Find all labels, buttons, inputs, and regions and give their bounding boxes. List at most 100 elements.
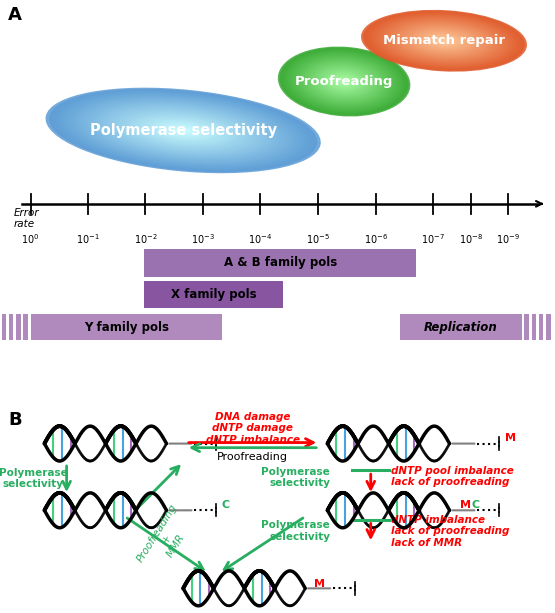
Text: $10^{0}$: $10^{0}$	[21, 232, 40, 246]
Ellipse shape	[307, 63, 381, 101]
Ellipse shape	[317, 67, 371, 96]
Ellipse shape	[73, 96, 293, 165]
Bar	[23, 314, 28, 340]
Ellipse shape	[299, 58, 389, 105]
Ellipse shape	[369, 13, 519, 69]
Text: C: C	[472, 500, 480, 510]
Bar	[16, 314, 21, 340]
Ellipse shape	[334, 76, 354, 87]
Ellipse shape	[332, 75, 356, 88]
Ellipse shape	[311, 64, 377, 99]
Ellipse shape	[400, 25, 488, 57]
Ellipse shape	[59, 92, 307, 169]
Ellipse shape	[77, 97, 290, 164]
Ellipse shape	[367, 12, 521, 69]
Ellipse shape	[327, 73, 361, 90]
Ellipse shape	[285, 50, 403, 113]
Text: Polymerase
selectivity: Polymerase selectivity	[261, 466, 330, 489]
Ellipse shape	[411, 28, 477, 53]
Text: M: M	[314, 579, 325, 588]
Bar	[2, 314, 6, 340]
Ellipse shape	[440, 39, 448, 42]
Text: Y family pols: Y family pols	[84, 321, 169, 333]
Bar	[524, 314, 529, 340]
Ellipse shape	[46, 88, 321, 173]
Text: B: B	[8, 411, 22, 428]
Ellipse shape	[314, 66, 374, 97]
Ellipse shape	[417, 31, 471, 51]
Text: $10^{-9}$: $10^{-9}$	[496, 232, 521, 246]
Text: dNTP pool imbalance
lack of proofreading: dNTP pool imbalance lack of proofreading	[391, 466, 514, 487]
Ellipse shape	[388, 20, 500, 62]
Ellipse shape	[407, 27, 481, 55]
Bar	[539, 314, 543, 340]
Bar	[144, 249, 416, 277]
Text: X family pols: X family pols	[171, 288, 256, 301]
Text: Proofreading: Proofreading	[295, 75, 393, 88]
Ellipse shape	[427, 34, 461, 47]
Text: A: A	[8, 6, 22, 24]
Bar	[9, 314, 13, 340]
Ellipse shape	[419, 31, 469, 50]
Ellipse shape	[329, 74, 359, 89]
Ellipse shape	[80, 98, 286, 162]
Ellipse shape	[415, 30, 473, 51]
Text: Replication: Replication	[424, 321, 497, 333]
Ellipse shape	[392, 21, 496, 60]
Ellipse shape	[322, 70, 366, 93]
Ellipse shape	[296, 56, 392, 107]
Ellipse shape	[69, 95, 297, 166]
Ellipse shape	[104, 106, 263, 155]
Ellipse shape	[361, 10, 527, 72]
Text: $10^{-5}$: $10^{-5}$	[306, 232, 330, 246]
Text: Proofreading: Proofreading	[217, 452, 288, 462]
Text: Error
rate: Error rate	[14, 208, 39, 229]
Ellipse shape	[173, 128, 194, 134]
Ellipse shape	[142, 118, 224, 143]
Ellipse shape	[371, 13, 517, 68]
Ellipse shape	[365, 12, 523, 70]
Text: $10^{-6}$: $10^{-6}$	[364, 232, 388, 246]
Ellipse shape	[390, 21, 498, 61]
Text: $10^{-2}$: $10^{-2}$	[134, 232, 157, 246]
Ellipse shape	[108, 107, 259, 154]
Text: M: M	[505, 433, 516, 443]
Ellipse shape	[114, 109, 252, 152]
Ellipse shape	[166, 125, 200, 136]
Ellipse shape	[425, 34, 463, 48]
Ellipse shape	[316, 67, 372, 96]
Ellipse shape	[363, 10, 525, 71]
Ellipse shape	[442, 40, 446, 42]
Ellipse shape	[152, 121, 214, 140]
Ellipse shape	[423, 33, 465, 48]
Ellipse shape	[304, 61, 384, 102]
Ellipse shape	[408, 28, 480, 54]
Ellipse shape	[342, 81, 346, 82]
Ellipse shape	[386, 19, 502, 63]
Ellipse shape	[309, 63, 379, 100]
Ellipse shape	[396, 23, 492, 59]
Ellipse shape	[438, 39, 450, 43]
Ellipse shape	[319, 69, 369, 94]
Text: dNTP imbalance
lack of proofreading
lack of MMR: dNTP imbalance lack of proofreading lack…	[391, 515, 509, 548]
Ellipse shape	[321, 69, 367, 94]
Text: A & B family pols: A & B family pols	[224, 256, 337, 270]
Ellipse shape	[132, 115, 235, 147]
Ellipse shape	[301, 59, 387, 104]
Ellipse shape	[125, 112, 241, 148]
Ellipse shape	[135, 115, 231, 145]
Ellipse shape	[291, 53, 397, 110]
Ellipse shape	[312, 65, 376, 98]
Ellipse shape	[97, 104, 269, 157]
Text: Polymerase selectivity: Polymerase selectivity	[89, 123, 277, 138]
Ellipse shape	[292, 55, 396, 109]
Text: $10^{-1}$: $10^{-1}$	[76, 232, 99, 246]
Ellipse shape	[100, 105, 266, 156]
Ellipse shape	[398, 24, 490, 58]
Ellipse shape	[436, 37, 452, 44]
Text: C: C	[222, 500, 230, 510]
Ellipse shape	[66, 94, 300, 167]
Ellipse shape	[63, 93, 304, 168]
Text: DNA damage
dNTP damage
dNTP imbalance: DNA damage dNTP damage dNTP imbalance	[205, 412, 300, 445]
Ellipse shape	[121, 111, 245, 150]
